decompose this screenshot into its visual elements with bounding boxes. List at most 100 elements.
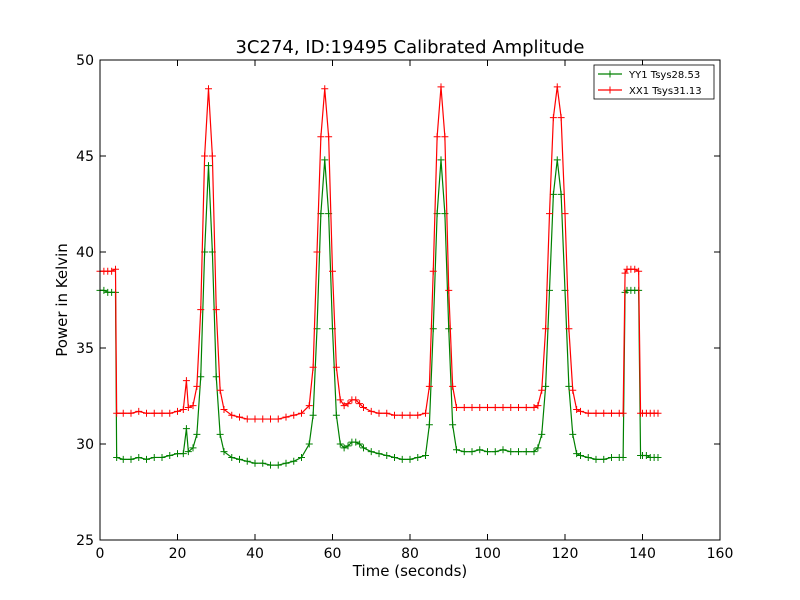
data-point — [546, 210, 553, 218]
data-point — [100, 286, 108, 294]
data-point — [135, 453, 143, 461]
data-point — [600, 409, 608, 417]
data-point — [259, 459, 267, 467]
data-point — [406, 455, 414, 463]
x-axis-label: Time (seconds) — [352, 562, 468, 580]
data-point — [184, 404, 192, 412]
data-point — [332, 363, 340, 371]
data-point — [282, 459, 290, 467]
data-point — [174, 407, 181, 415]
plot-area — [100, 60, 720, 540]
data-point — [184, 448, 192, 456]
data-point — [565, 325, 573, 333]
data-point — [453, 446, 460, 454]
series-group — [96, 83, 662, 469]
data-point — [182, 377, 190, 385]
data-point — [538, 430, 546, 438]
data-point — [212, 373, 220, 381]
data-point — [236, 455, 243, 463]
series-line — [100, 159, 658, 466]
data-point — [600, 455, 608, 463]
y-tick-label: 25 — [76, 533, 94, 549]
y-tick-label: 30 — [76, 437, 94, 453]
data-point — [193, 430, 201, 438]
data-point — [573, 405, 581, 413]
data-point — [127, 455, 135, 463]
data-point — [538, 386, 546, 394]
data-point — [360, 404, 367, 412]
data-point — [429, 267, 437, 275]
data-point — [383, 452, 391, 460]
data-point — [336, 440, 344, 448]
data-point — [422, 452, 429, 460]
data-point — [549, 114, 557, 122]
ticks-group: 0 20 40 60 80 100 120 140 160 25 30 35 40 45 50 — [76, 53, 733, 562]
data-point — [189, 444, 197, 452]
data-point — [356, 400, 364, 408]
data-point — [534, 444, 542, 452]
data-point — [584, 453, 592, 461]
data-point — [158, 453, 166, 461]
data-point — [228, 411, 236, 419]
data-point — [243, 415, 251, 423]
data-point — [445, 286, 453, 294]
data-point — [642, 452, 650, 460]
data-point — [274, 415, 282, 423]
data-point — [460, 404, 468, 412]
data-point — [515, 404, 522, 412]
data-point — [344, 400, 352, 408]
series-xx1 — [96, 83, 662, 423]
data-point — [220, 448, 228, 456]
x-tick-label: 120 — [552, 546, 579, 562]
x-tick-label: 0 — [96, 546, 105, 562]
data-point — [445, 325, 453, 333]
x-tick-label: 60 — [324, 546, 342, 562]
data-point — [577, 407, 584, 415]
data-point — [317, 133, 325, 141]
legend-box — [593, 64, 715, 100]
data-point — [113, 409, 121, 417]
data-point — [274, 461, 282, 469]
data-point — [182, 425, 190, 433]
data-point — [189, 402, 197, 410]
x-tick-label: 160 — [707, 546, 734, 562]
series-line — [100, 86, 658, 420]
data-point — [383, 409, 391, 417]
legend-items: YY1 Tsys28.53 XX1 Tsys31.13 — [598, 70, 702, 97]
data-point — [522, 448, 530, 456]
data-point — [216, 430, 224, 438]
data-point — [515, 448, 522, 456]
data-point — [309, 363, 317, 371]
data-point — [398, 455, 406, 463]
x-tick-label: 20 — [169, 546, 187, 562]
data-point — [298, 409, 305, 417]
data-point — [406, 411, 414, 419]
y-tick-label: 40 — [76, 245, 94, 261]
data-point — [569, 430, 577, 438]
data-point — [592, 455, 600, 463]
legend-label: XX1 Tsys31.13 — [629, 86, 702, 97]
data-point — [542, 325, 550, 333]
data-point — [460, 448, 468, 456]
data-point — [321, 85, 329, 93]
data-point — [654, 453, 662, 461]
data-point — [561, 210, 569, 218]
data-point — [119, 455, 127, 463]
data-point — [608, 409, 615, 417]
data-point — [356, 440, 364, 448]
data-point — [267, 461, 274, 469]
data-point — [499, 446, 507, 454]
data-point — [243, 457, 251, 465]
data-point — [549, 190, 557, 198]
data-point — [414, 411, 422, 419]
data-point — [476, 446, 484, 454]
y-tick-label: 35 — [76, 341, 94, 357]
data-point — [332, 411, 340, 419]
data-point — [530, 448, 538, 456]
data-point — [476, 404, 484, 412]
data-point — [631, 265, 639, 273]
data-point — [197, 373, 205, 381]
data-point — [205, 162, 212, 170]
data-point — [425, 382, 433, 390]
data-point — [193, 382, 201, 390]
